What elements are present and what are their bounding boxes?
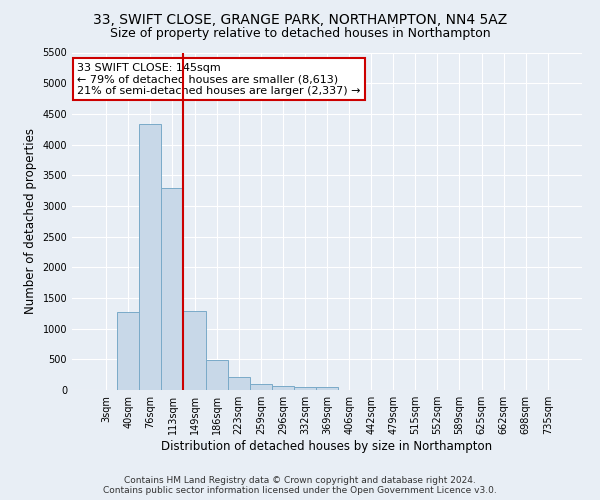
Text: 33, SWIFT CLOSE, GRANGE PARK, NORTHAMPTON, NN4 5AZ: 33, SWIFT CLOSE, GRANGE PARK, NORTHAMPTO… — [93, 12, 507, 26]
Text: Size of property relative to detached houses in Northampton: Size of property relative to detached ho… — [110, 28, 490, 40]
Bar — [184, 312, 206, 390]
Text: 33 SWIFT CLOSE: 145sqm
← 79% of detached houses are smaller (8,613)
21% of semi-: 33 SWIFT CLOSE: 145sqm ← 79% of detached… — [77, 62, 361, 96]
X-axis label: Distribution of detached houses by size in Northampton: Distribution of detached houses by size … — [161, 440, 493, 453]
Bar — [272, 386, 294, 390]
Y-axis label: Number of detached properties: Number of detached properties — [24, 128, 37, 314]
Bar — [206, 360, 227, 390]
Bar — [227, 376, 250, 390]
Bar — [250, 384, 272, 390]
Bar — [117, 312, 139, 390]
Bar — [294, 386, 316, 390]
Text: Contains HM Land Registry data © Crown copyright and database right 2024.
Contai: Contains HM Land Registry data © Crown c… — [103, 476, 497, 495]
Bar — [139, 124, 161, 390]
Bar — [316, 387, 338, 390]
Bar — [161, 188, 184, 390]
